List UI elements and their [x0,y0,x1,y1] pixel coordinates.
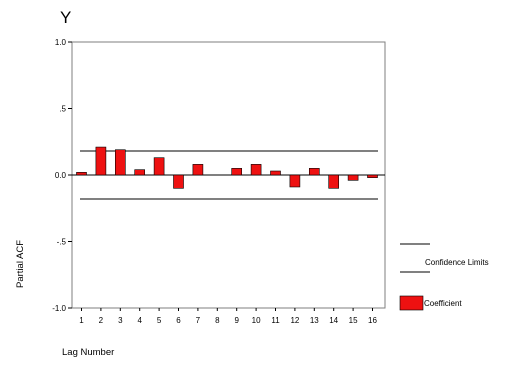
coefficient-bar-lag-16 [368,175,378,178]
coefficient-bar-lag-6 [174,175,184,188]
x-tick-label: 15 [349,316,358,325]
x-tick-label: 7 [196,316,201,325]
x-tick-label: 1 [79,316,84,325]
y-axis-title: Partial ACF [15,240,26,288]
x-tick-label: 5 [157,316,162,325]
y-tick-label: .5 [59,105,66,114]
x-tick-label: 14 [329,316,338,325]
coefficient-bar-lag-3 [115,150,125,175]
coefficient-bar-lag-15 [348,175,358,180]
x-axis-title: Lag Number [62,347,114,358]
y-tick-label: -.5 [57,238,67,247]
coefficient-bar-lag-7 [193,164,203,175]
x-tick-label: 4 [137,316,142,325]
x-tick-label: 11 [271,316,280,325]
coefficient-bar-lag-2 [96,147,106,175]
coefficient-bar-lag-1 [77,172,87,175]
y-tick-label: -1.0 [52,304,66,313]
coefficient-bar-lag-9 [232,168,242,175]
coefficient-bar-lag-10 [251,164,261,175]
x-tick-label: 16 [368,316,377,325]
y-tick-label: 0.0 [55,171,67,180]
legend: Confidence Limits Coefficient [400,244,489,310]
coefficient-bar-lag-5 [154,158,164,175]
plot-area: 1.0.50.0-.5-1.01 2 3 4 5 6 7 8 9 10 11 12 13 14 15 16 [52,38,385,325]
legend-label-coefficient: Coefficient [424,299,462,308]
x-tick-label: 13 [310,316,319,325]
x-tick-label: 10 [252,316,261,325]
y-tick-label: 1.0 [55,38,67,47]
x-tick-label: 12 [290,316,299,325]
coefficient-bar-lag-4 [135,170,145,175]
x-tick-label: 8 [215,316,220,325]
coefficient-bar-lag-11 [271,171,281,175]
chart-title: Y [60,8,71,27]
coefficient-bar-lag-12 [290,175,300,187]
x-tick-label: 3 [118,316,123,325]
x-tick-label: 9 [234,316,239,325]
coefficient-bar-lag-14 [329,175,339,188]
legend-box-swatch [400,296,423,310]
legend-label-confidence-limits: Confidence Limits [425,258,489,267]
x-tick-label: 2 [99,316,104,325]
coefficient-bar-lag-13 [309,168,319,175]
x-tick-label: 6 [176,316,181,325]
